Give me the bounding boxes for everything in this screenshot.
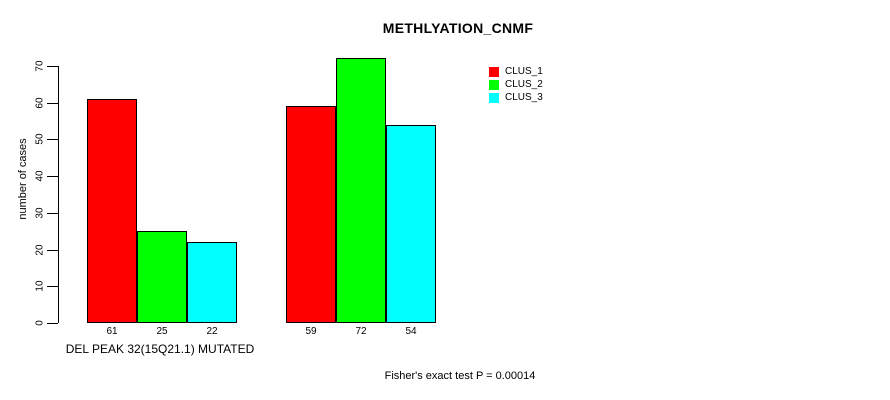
legend-item-label: CLUS_2	[505, 79, 543, 91]
legend-swatch	[489, 92, 499, 103]
legend-swatch	[489, 80, 499, 91]
y-tick	[47, 212, 58, 214]
y-tick-label: 70	[34, 60, 46, 72]
y-tick-label: 50	[34, 133, 46, 145]
y-tick	[47, 65, 58, 67]
legend-item: CLUS_1	[489, 66, 543, 79]
chart-title: METHLYATION_CNMF	[382, 20, 534, 36]
bar	[87, 98, 137, 323]
footer-note: Fisher's exact test P = 0.00014	[384, 370, 536, 382]
y-tick	[47, 323, 58, 324]
legend-item-label: CLUS_3	[505, 91, 543, 103]
y-tick-label: 60	[34, 96, 46, 109]
bar-value-label: 61	[106, 326, 118, 337]
legend-item: CLUS_3	[489, 91, 543, 104]
bar-value-label: 22	[206, 326, 218, 337]
bar	[336, 58, 386, 323]
bar	[187, 242, 237, 323]
y-tick	[47, 139, 58, 141]
y-tick-label: 30	[34, 207, 46, 219]
bar-value-label: 25	[156, 326, 168, 337]
y-axis-line	[58, 65, 59, 323]
y-tick-label: 40	[34, 170, 46, 182]
y-tick-label: 10	[34, 280, 46, 292]
legend-swatch	[489, 67, 499, 78]
y-axis-label: number of cases	[17, 138, 29, 220]
y-tick	[47, 286, 58, 288]
legend-item-label: CLUS_1	[505, 66, 543, 78]
legend: CLUS_1 CLUS_2 CLUS_3	[489, 66, 543, 104]
y-tick	[47, 102, 58, 104]
bar	[286, 106, 336, 323]
bar-value-label: 59	[305, 326, 317, 337]
y-tick-label: 20	[34, 243, 46, 256]
x-axis-label: DEL PEAK 32(15Q21.1) MUTATED	[65, 342, 255, 356]
bar	[386, 124, 436, 323]
y-tick	[47, 176, 58, 177]
y-tick-label: 0	[34, 320, 46, 326]
bar-value-label: 54	[405, 326, 417, 337]
legend-item: CLUS_2	[489, 79, 543, 92]
y-tick	[47, 249, 58, 251]
bar-value-label: 72	[355, 326, 367, 337]
bar	[137, 231, 187, 323]
